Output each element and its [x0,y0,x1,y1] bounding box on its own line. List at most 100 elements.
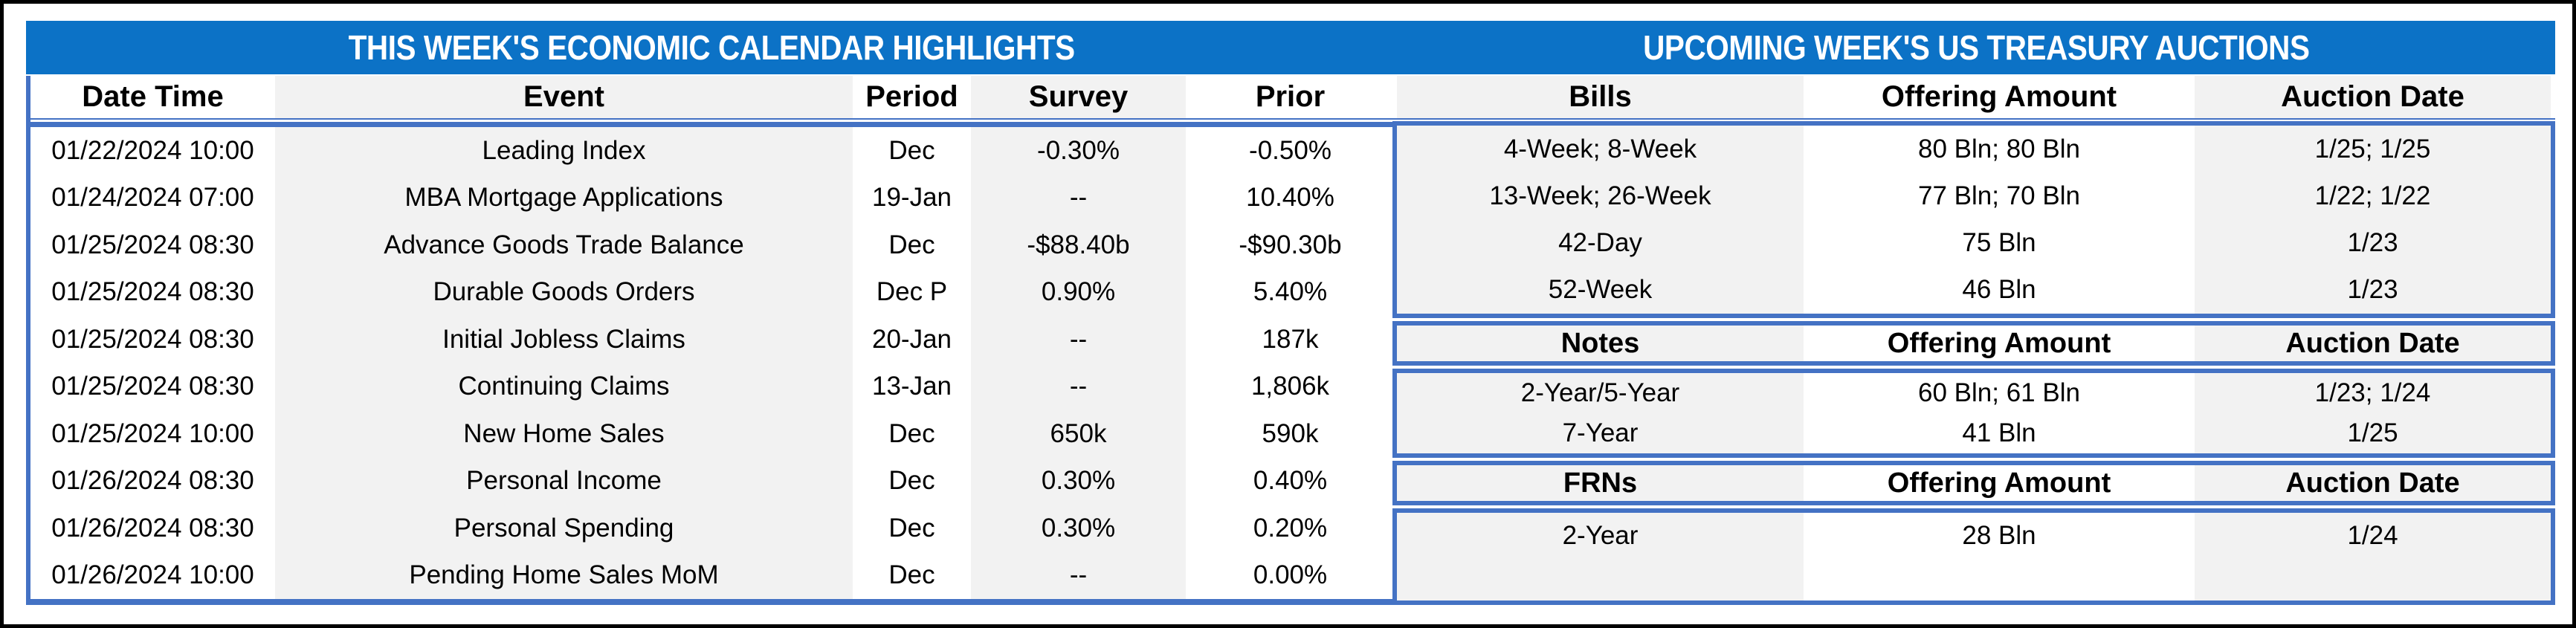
cell-prior: -0.50% [1186,127,1395,175]
cell-event: Personal Income [275,457,853,505]
col-header-survey: Survey [971,76,1186,118]
cell-date-time: 01/26/2024 08:30 [30,505,275,552]
cell-period: 19-Jan [853,174,971,221]
cell-period: Dec [853,457,971,505]
title-bar: THIS WEEK'S ECONOMIC CALENDAR HIGHLIGHTS… [26,21,2555,74]
cell-prior: 187k [1186,316,1395,363]
cell-period: Dec [853,127,971,175]
cell-date-time: 01/24/2024 07:00 [30,174,275,221]
cell-event: Personal Spending [275,505,853,552]
calendar-title: THIS WEEK'S ECONOMIC CALENDAR HIGHLIGHTS [26,21,1398,74]
col-header-offering-amount: Offering Amount [1804,465,2195,501]
calendar-title-text: THIS WEEK'S ECONOMIC CALENDAR HIGHLIGHTS [348,28,1076,67]
cell-survey: -0.30% [971,127,1186,175]
notes-header: Notes Offering Amount Auction Date [1392,321,2555,366]
cell-security: 2-Year/5-Year [1397,373,1804,413]
cell-survey: 0.90% [971,268,1186,316]
col-header-frns: FRNs [1397,465,1804,501]
cell-offering-amount: 60 Bln; 61 Bln [1804,373,2195,413]
empty-cell [2195,559,2551,601]
empty-cell [1397,559,1804,601]
empty-cell [1804,559,2195,601]
frns-section: 2-Year 28 Bln 1/24 [1392,508,2555,605]
notes-section: 2-Year/5-Year 60 Bln; 61 Bln 1/23; 1/24 … [1392,369,2555,458]
cell-security: 4-Week; 8-Week [1397,126,1804,173]
cell-prior: 590k [1186,410,1395,458]
cell-offering-amount: 46 Bln [1804,266,2195,314]
auctions-title: UPCOMING WEEK'S US TREASURY AUCTIONS [1398,21,2555,74]
col-header-event: Event [275,76,853,118]
cell-date-time: 01/25/2024 08:30 [30,363,275,410]
calendar-top-border [26,122,1395,127]
cell-event: Durable Goods Orders [275,268,853,316]
cell-survey: -- [971,551,1186,599]
cell-date-time: 01/25/2024 08:30 [30,268,275,316]
cell-prior: 10.40% [1186,174,1395,221]
cell-period: Dec [853,221,971,269]
cell-prior: 0.00% [1186,551,1395,599]
cell-survey: -- [971,174,1186,221]
frns-header: FRNs Offering Amount Auction Date [1392,461,2555,505]
cell-event: Continuing Claims [275,363,853,410]
cell-period: Dec P [853,268,971,316]
cell-event: Leading Index [275,127,853,175]
cell-event: New Home Sales [275,410,853,458]
cell-date-time: 01/26/2024 08:30 [30,457,275,505]
cell-prior: 5.40% [1186,268,1395,316]
cell-prior: -$90.30b [1186,221,1395,269]
cell-offering-amount: 80 Bln; 80 Bln [1804,126,2195,173]
cell-survey: -- [971,316,1186,363]
col-header-offering-amount: Offering Amount [1804,326,2195,361]
cell-event: Pending Home Sales MoM [275,551,853,599]
cell-period: Dec [853,505,971,552]
cell-auction-date: 1/25 [2195,413,2551,453]
col-header-auction-date: Auction Date [2195,76,2551,118]
bills-section: 4-Week; 8-Week 80 Bln; 80 Bln 1/25; 1/25… [1392,121,2555,318]
cell-survey: -- [971,363,1186,410]
cell-event: Advance Goods Trade Balance [275,221,853,269]
cell-auction-date: 1/23; 1/24 [2195,373,2551,413]
cell-survey: 0.30% [971,505,1186,552]
col-header-notes: Notes [1397,326,1804,361]
cell-event: MBA Mortgage Applications [275,174,853,221]
calendar-table: 01/22/2024 10:00 Leading Index Dec -0.30… [30,127,1395,599]
cell-security: 13-Week; 26-Week [1397,172,1804,220]
cell-offering-amount: 28 Bln [1804,513,2195,559]
calendar-bottom-border [26,599,1395,605]
cell-date-time: 01/25/2024 08:30 [30,221,275,269]
cell-prior: 0.40% [1186,457,1395,505]
cell-offering-amount: 41 Bln [1804,413,2195,453]
col-header-offering-amount: Offering Amount [1804,76,2195,118]
cell-event: Initial Jobless Claims [275,316,853,363]
cell-security: 7-Year [1397,413,1804,453]
cell-security: 2-Year [1397,513,1804,559]
header-underline [26,118,2555,120]
col-header-period: Period [853,76,971,118]
col-header-date-time: Date Time [30,76,275,118]
cell-survey: 0.30% [971,457,1186,505]
cell-auction-date: 1/23 [2195,266,2551,314]
calendar-left-border [26,76,30,605]
cell-auction-date: 1/23 [2195,219,2551,267]
cell-period: Dec [853,551,971,599]
cell-survey: 650k [971,410,1186,458]
col-header-prior: Prior [1186,76,1395,118]
cell-date-time: 01/22/2024 10:00 [30,127,275,175]
cell-date-time: 01/25/2024 10:00 [30,410,275,458]
cell-date-time: 01/25/2024 08:30 [30,316,275,363]
auctions-title-text: UPCOMING WEEK'S US TREASURY AUCTIONS [1643,28,2310,67]
cell-security: 42-Day [1397,219,1804,267]
cell-survey: -$88.40b [971,221,1186,269]
cell-offering-amount: 75 Bln [1804,219,2195,267]
col-header-bills: Bills [1397,76,1804,118]
cell-prior: 0.20% [1186,505,1395,552]
cell-offering-amount: 77 Bln; 70 Bln [1804,172,2195,220]
cell-auction-date: 1/25; 1/25 [2195,126,2551,173]
cell-auction-date: 1/22; 1/22 [2195,172,2551,220]
col-header-auction-date: Auction Date [2195,326,2551,361]
cell-security: 52-Week [1397,266,1804,314]
cell-auction-date: 1/24 [2195,513,2551,559]
cell-period: Dec [853,410,971,458]
cell-period: 13-Jan [853,363,971,410]
